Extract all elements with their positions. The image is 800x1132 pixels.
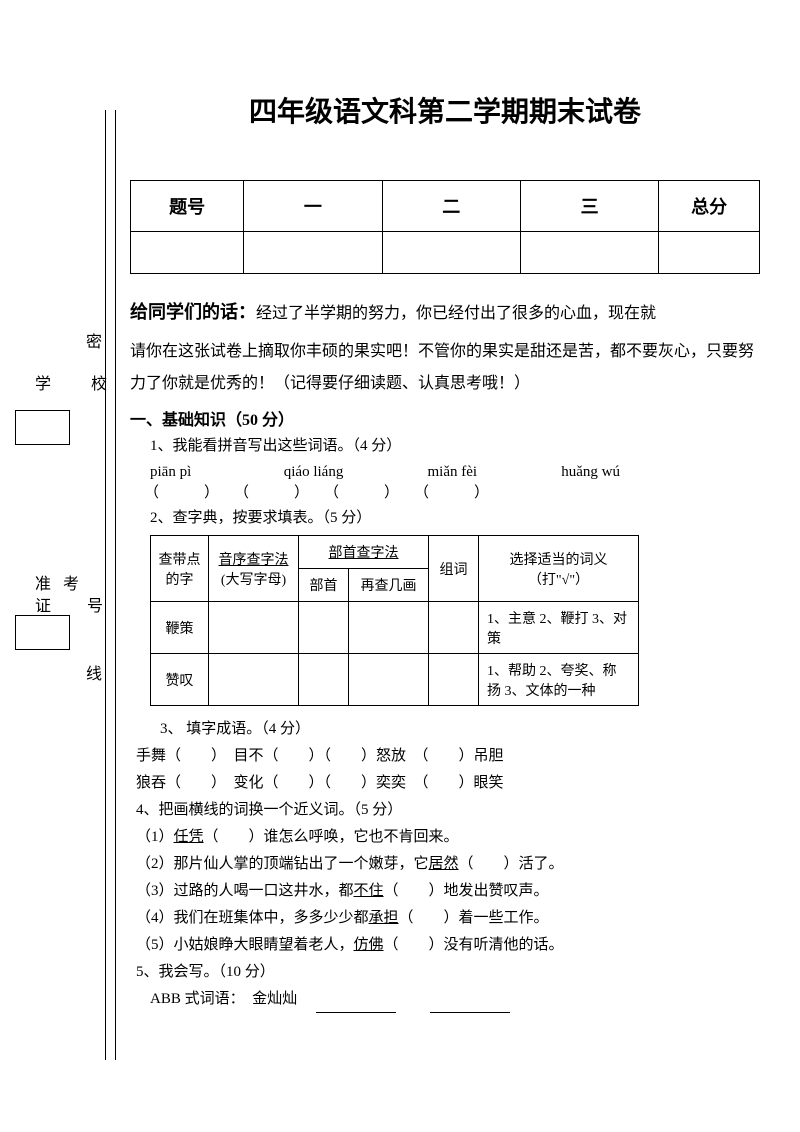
- dict-h-pinyin: 音序查字法 (大写字母): [209, 536, 299, 602]
- school-input-box[interactable]: [15, 410, 70, 445]
- dict-h-char: 查带点的字: [151, 536, 209, 602]
- q4-text: 4、把画横线的词换一个近义词。（5 分）: [136, 797, 760, 824]
- exam-title: 四年级语文科第二学期期末试卷: [130, 90, 760, 130]
- dict-h-radical-top: 部首查字法: [299, 536, 429, 569]
- dict-header-row: 查带点的字 音序查字法 (大写字母) 部首查字法 组词 选择适当的词义 （打"√…: [151, 536, 639, 569]
- q5-text: 5、我会写。（10 分）: [136, 959, 760, 986]
- dict-row-1: 鞭策 1、主意 2、鞭打 3、对策: [151, 602, 639, 654]
- page-content: 四年级语文科第二学期期末试卷 题号 一 二 三 总分 给同学们的话：经过了半学期…: [130, 90, 760, 1013]
- section-1-heading: 一、基础知识（50 分）: [130, 406, 760, 430]
- q4-2a: （2）那片仙人掌的顶端钻出了一个嫩芽，它: [136, 856, 429, 872]
- q5-line1: ABB 式词语： 金灿灿: [150, 986, 760, 1013]
- dict-h-def: 选择适当的词义 （打"√"）: [479, 536, 639, 602]
- q4-4b[interactable]: （ ）着一些工作。: [399, 910, 549, 926]
- ticket-label-2: 证 号: [35, 592, 113, 616]
- dict-cell[interactable]: [349, 654, 429, 706]
- pinyin-1: piān pì: [150, 464, 280, 481]
- dict-h-strokes: 再查几画: [349, 569, 429, 602]
- dict-h-rad: 部首: [299, 569, 349, 602]
- score-cell[interactable]: [382, 232, 520, 274]
- score-cell[interactable]: [659, 232, 760, 274]
- q4-4a: （4）我们在班集体中，多多少少都: [136, 910, 369, 926]
- score-header-row: 题号 一 二 三 总分: [131, 181, 760, 232]
- q4-5b[interactable]: （ ）没有听清他的话。: [384, 937, 564, 953]
- school-label: 学 校: [35, 370, 119, 394]
- q1-paren-row[interactable]: （ ） （ ） （ ） （ ）: [144, 481, 760, 502]
- pinyin-2: qiáo liáng: [284, 464, 424, 481]
- intro-paragraph: 给同学们的话：经过了半学期的努力，你已经付出了很多的心血，现在就: [130, 294, 760, 330]
- score-cell[interactable]: [131, 232, 244, 274]
- q3-line1[interactable]: 手舞（ ） 目不（ ）（ ）怒放 （ ）吊胆: [136, 743, 760, 770]
- q4-3b[interactable]: （ ）地发出赞叹声。: [384, 883, 549, 899]
- score-cell[interactable]: [244, 232, 382, 274]
- q3-text: 3、 填字成语。（4 分）: [160, 716, 760, 743]
- q2-text: 2、查字典，按要求填表。（5 分）: [150, 506, 760, 532]
- q4-item5: （5）小姑娘睁大眼睛望着老人，仿佛（ ）没有听清他的话。: [136, 932, 760, 959]
- dict-h-def-t: 选择适当的词义: [510, 553, 608, 568]
- dictionary-table: 查带点的字 音序查字法 (大写字母) 部首查字法 组词 选择适当的词义 （打"√…: [150, 535, 639, 706]
- intro-l2: 请你在这张试卷上摘取你丰硕的果实吧！不管你的果实是甜还是苦，都不要灰心，只要努力…: [130, 336, 760, 400]
- dict-cell[interactable]: [429, 654, 479, 706]
- score-value-row: [131, 232, 760, 274]
- dict-cell[interactable]: [209, 654, 299, 706]
- dict-cell[interactable]: [299, 654, 349, 706]
- q4-1w: 任凭: [174, 829, 204, 845]
- pinyin-4: huǎng wú: [561, 464, 691, 481]
- ticket-input-box[interactable]: [15, 615, 70, 650]
- dict-cell[interactable]: [349, 602, 429, 654]
- dict-r2-def[interactable]: 1、帮助 2、夸奖、称扬 3、文体的一种: [479, 654, 639, 706]
- seal-xian: 线: [86, 660, 102, 684]
- q4-1a: （1）: [136, 829, 174, 845]
- pinyin-row: piān pì qiáo liáng miǎn fèi huǎng wú: [150, 464, 760, 481]
- score-cell[interactable]: [520, 232, 658, 274]
- intro-l1: 经过了半学期的努力，你已经付出了很多的心血，现在就: [256, 305, 656, 322]
- binding-line-2: [115, 110, 116, 1060]
- dict-row-2: 赞叹 1、帮助 2、夸奖、称扬 3、文体的一种: [151, 654, 639, 706]
- seal-mi: 密: [86, 328, 102, 352]
- q4-item3: （3）过路的人喝一口这井水，都不住（ ）地发出赞叹声。: [136, 878, 760, 905]
- q4-2w: 居然: [429, 856, 459, 872]
- ticket-label-1: 准 考: [35, 570, 83, 594]
- q4-item2: （2）那片仙人掌的顶端钻出了一个嫩芽，它居然（ ）活了。: [136, 851, 760, 878]
- q4-item4: （4）我们在班集体中，多多少少都承担（ ）着一些工作。: [136, 905, 760, 932]
- score-col-3: 三: [520, 181, 658, 232]
- dict-r2-char: 赞叹: [151, 654, 209, 706]
- dict-cell[interactable]: [429, 602, 479, 654]
- score-col-tihao: 题号: [131, 181, 244, 232]
- q1-text: 1、我能看拼音写出这些词语。（4 分）: [150, 434, 760, 460]
- score-table: 题号 一 二 三 总分: [130, 180, 760, 274]
- score-col-1: 一: [244, 181, 382, 232]
- dict-r1-char: 鞭策: [151, 602, 209, 654]
- dict-r1-def[interactable]: 1、主意 2、鞭打 3、对策: [479, 602, 639, 654]
- q5-l1a: ABB 式词语： 金灿灿: [150, 991, 297, 1007]
- dict-cell[interactable]: [299, 602, 349, 654]
- q4-item1: （1）任凭（ ）谁怎么呼唤，它也不肯回来。: [136, 824, 760, 851]
- blank-input[interactable]: [430, 998, 510, 1013]
- dict-h-radical: 部首查字法: [329, 546, 399, 561]
- q4-5a: （5）小姑娘睁大眼睛望着老人，: [136, 937, 354, 953]
- blank-input[interactable]: [316, 998, 396, 1013]
- dict-h-def-s: （打"√"）: [528, 573, 589, 588]
- pinyin-3: miǎn fèi: [428, 464, 558, 481]
- dict-h-pinyin-s: (大写字母): [221, 573, 286, 588]
- dict-h-word: 组词: [429, 536, 479, 602]
- q3-line2[interactable]: 狼吞（ ） 变化（ ）（ ）奕奕 （ ）眼笑: [136, 770, 760, 797]
- q4-5w: 仿佛: [354, 937, 384, 953]
- binding-line-1: [105, 110, 106, 1060]
- q4-4w: 承担: [369, 910, 399, 926]
- dict-h-pinyin-t: 音序查字法: [219, 553, 289, 568]
- q4-3a: （3）过路的人喝一口这井水，都: [136, 883, 354, 899]
- score-col-2: 二: [382, 181, 520, 232]
- intro-lead: 给同学们的话：: [130, 302, 256, 322]
- q4-2b[interactable]: （ ）活了。: [459, 856, 564, 872]
- dict-cell[interactable]: [209, 602, 299, 654]
- q4-3w: 不住: [354, 883, 384, 899]
- q4-1b[interactable]: （ ）谁怎么呼唤，它也不肯回来。: [204, 829, 459, 845]
- score-col-total: 总分: [659, 181, 760, 232]
